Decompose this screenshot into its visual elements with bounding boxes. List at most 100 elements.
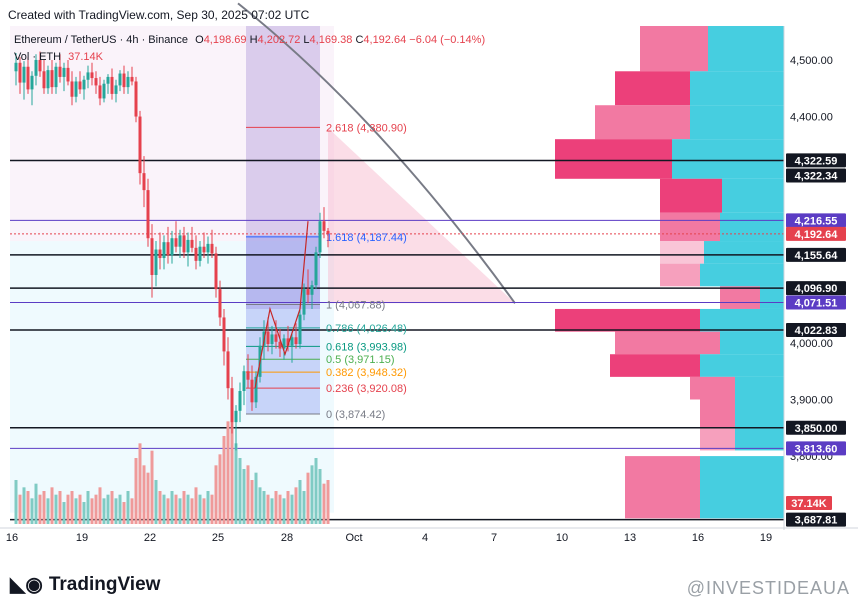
volume-bar xyxy=(150,450,154,524)
vp-buy-bar xyxy=(720,212,784,242)
vp-sell-bar xyxy=(615,71,690,106)
price-label-text: 4,192.64 xyxy=(795,229,839,241)
vp-buy-bar xyxy=(700,263,784,287)
candle-body xyxy=(34,59,38,76)
volume-bar xyxy=(322,483,326,524)
fib-label: 0 (3,874.42) xyxy=(326,409,385,421)
tradingview-logo[interactable]: ◣◉ TradingView xyxy=(10,572,160,597)
candle-body xyxy=(306,289,310,295)
volume-bar xyxy=(298,480,302,524)
candle-body xyxy=(102,83,106,99)
vp-sell-bar xyxy=(660,263,700,287)
vp-buy-bar xyxy=(700,354,784,377)
vp-sell-bar xyxy=(555,139,672,179)
symbol-label[interactable]: Ethereum / TetherUS · 4h · Binance xyxy=(14,34,189,46)
volume-bar xyxy=(90,498,94,524)
candle-body xyxy=(70,81,74,97)
fib-label: 0.618 (3,993.98) xyxy=(326,341,407,353)
lower-zone xyxy=(10,241,334,513)
vp-sell-bar xyxy=(595,105,690,140)
vp-sell-bar xyxy=(640,26,708,72)
tradingview-brand: TradingView xyxy=(48,573,161,595)
volume-bar xyxy=(202,498,206,524)
candle-body xyxy=(270,334,274,345)
volume-bar xyxy=(82,502,86,524)
vp-sell-bar xyxy=(700,427,735,451)
candle-body xyxy=(178,235,182,247)
volume-bar xyxy=(266,494,270,524)
volume-bar xyxy=(254,472,258,524)
candle-body xyxy=(126,76,130,88)
x-tick-label: Oct xyxy=(345,532,362,544)
volume-bar xyxy=(270,498,274,524)
candle-body xyxy=(150,238,154,275)
volume-bar xyxy=(26,491,30,524)
candle-body xyxy=(46,70,50,89)
price-label-text: 4,022.83 xyxy=(795,325,838,337)
y-tick-label: 3,900.00 xyxy=(790,395,833,407)
vp-buy-bar xyxy=(700,308,784,332)
volume-bar xyxy=(154,480,158,524)
volume-bar xyxy=(142,465,146,524)
candle-body xyxy=(194,247,198,261)
candle-body xyxy=(266,331,270,345)
price-label-box xyxy=(786,213,846,228)
vp-sell-bar xyxy=(690,376,735,400)
author-watermark: @INVESTIDEAUA xyxy=(686,578,850,598)
candle-body xyxy=(78,81,82,90)
volume-bar xyxy=(194,487,198,524)
candle-body xyxy=(134,81,138,117)
candle-body xyxy=(58,66,62,77)
upper-zone xyxy=(10,26,334,242)
price-label-box xyxy=(786,420,846,435)
volume-bar xyxy=(30,498,34,524)
volume-bar xyxy=(110,491,114,524)
candle-body xyxy=(282,338,286,349)
volume-bar xyxy=(262,491,266,524)
volume-bar xyxy=(50,487,54,524)
candle-body xyxy=(210,243,214,254)
candle-body xyxy=(154,249,158,275)
volume-bar xyxy=(250,480,254,524)
volume-bar xyxy=(38,494,42,524)
x-tick-label: 13 xyxy=(624,532,636,544)
candle-body xyxy=(158,249,162,259)
volume-row: Vol · ETH 37.14K xyxy=(14,51,485,68)
candle-body xyxy=(54,66,58,88)
candle-body xyxy=(294,337,298,345)
candle-body xyxy=(278,341,282,349)
volume-bar xyxy=(210,494,214,524)
volume-bar xyxy=(170,491,174,524)
vp-buy-bar xyxy=(735,427,784,451)
candle-body xyxy=(218,289,222,318)
fib-zone xyxy=(246,235,320,415)
candle-body xyxy=(318,221,322,253)
open-value: 4,198.69 xyxy=(203,34,247,46)
vp-buy-bar xyxy=(690,105,784,140)
volume-bar xyxy=(118,494,122,524)
candle-body xyxy=(250,379,254,403)
candle-body xyxy=(90,72,94,79)
volume-bar xyxy=(238,458,242,524)
volume-bar xyxy=(310,465,314,524)
price-label-box xyxy=(786,441,846,456)
volume-bar xyxy=(122,502,126,524)
volume-bar xyxy=(86,491,90,524)
volume-bar xyxy=(318,469,322,524)
x-tick-label: 16 xyxy=(692,532,704,544)
candle-body xyxy=(94,78,98,86)
candle-body xyxy=(286,338,290,346)
candle-body xyxy=(322,221,326,231)
x-tick-label: 22 xyxy=(144,532,156,544)
volume-label[interactable]: Vol · ETH xyxy=(14,51,62,63)
fib-label: 0.236 (3,920.08) xyxy=(326,383,407,395)
candle-body xyxy=(206,243,210,253)
volume-bar xyxy=(22,487,26,524)
price-label-box xyxy=(786,322,846,337)
x-tick-label: 16 xyxy=(6,532,18,544)
volume-bar xyxy=(158,491,162,524)
price-label-box xyxy=(786,512,846,527)
candle-body xyxy=(98,85,102,99)
price-label-box xyxy=(786,247,846,262)
